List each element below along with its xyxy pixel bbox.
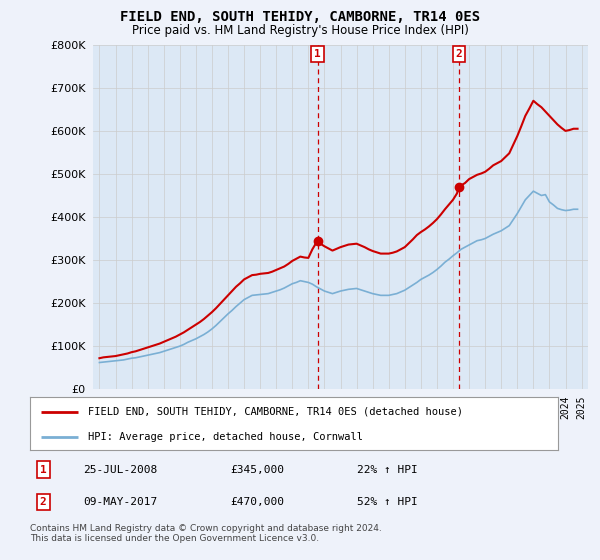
Text: 52% ↑ HPI: 52% ↑ HPI <box>358 497 418 507</box>
Text: Contains HM Land Registry data © Crown copyright and database right 2024.
This d: Contains HM Land Registry data © Crown c… <box>30 524 382 543</box>
Text: 09-MAY-2017: 09-MAY-2017 <box>83 497 157 507</box>
Text: £345,000: £345,000 <box>230 465 284 474</box>
Text: 2: 2 <box>40 497 47 507</box>
Text: 1: 1 <box>40 465 47 474</box>
Text: FIELD END, SOUTH TEHIDY, CAMBORNE, TR14 0ES (detached house): FIELD END, SOUTH TEHIDY, CAMBORNE, TR14 … <box>88 407 463 417</box>
Text: 1: 1 <box>314 49 321 59</box>
Text: 25-JUL-2008: 25-JUL-2008 <box>83 465 157 474</box>
Text: 2: 2 <box>455 49 462 59</box>
Text: Price paid vs. HM Land Registry's House Price Index (HPI): Price paid vs. HM Land Registry's House … <box>131 24 469 36</box>
Text: FIELD END, SOUTH TEHIDY, CAMBORNE, TR14 0ES: FIELD END, SOUTH TEHIDY, CAMBORNE, TR14 … <box>120 10 480 24</box>
Text: £470,000: £470,000 <box>230 497 284 507</box>
Text: HPI: Average price, detached house, Cornwall: HPI: Average price, detached house, Corn… <box>88 432 363 442</box>
Text: 22% ↑ HPI: 22% ↑ HPI <box>358 465 418 474</box>
